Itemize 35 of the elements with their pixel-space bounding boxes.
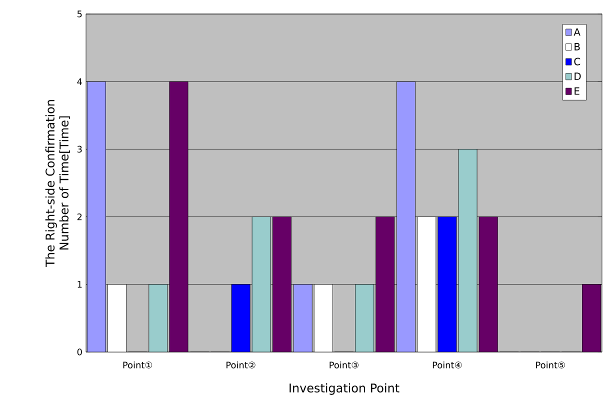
bar bbox=[293, 284, 312, 352]
y-tick-label: 5 bbox=[77, 10, 82, 18]
legend-label: D bbox=[574, 72, 581, 80]
legend-label: A bbox=[574, 28, 580, 36]
x-tick-label: Point③ bbox=[330, 361, 358, 368]
y-tick-label: 2 bbox=[77, 213, 82, 220]
y-tick-label: 4 bbox=[77, 78, 82, 85]
bar bbox=[169, 81, 188, 352]
bar bbox=[478, 216, 498, 352]
legend-label: E bbox=[574, 87, 580, 95]
bar bbox=[376, 216, 395, 352]
x-tick-label: Point⑤ bbox=[536, 361, 565, 368]
x-tick-label: Point① bbox=[123, 361, 152, 368]
legend-label: B bbox=[574, 43, 580, 50]
y-tick-label: 0 bbox=[77, 348, 82, 356]
legend-label: C bbox=[574, 58, 580, 66]
bar bbox=[458, 149, 478, 352]
bar bbox=[355, 284, 374, 352]
bar bbox=[86, 81, 106, 352]
bar bbox=[314, 284, 333, 352]
bar bbox=[438, 216, 457, 352]
bar bbox=[231, 284, 250, 352]
x-tick-label: Point④ bbox=[432, 361, 462, 368]
bar bbox=[396, 81, 416, 352]
bar bbox=[148, 284, 168, 352]
bar bbox=[417, 216, 436, 352]
y-tick-label: 3 bbox=[77, 146, 82, 153]
bar bbox=[582, 284, 602, 352]
x-axis-title: Investigation Point bbox=[290, 383, 400, 395]
bar bbox=[108, 284, 127, 352]
y-tick-label: 1 bbox=[78, 281, 82, 288]
y-axis-title: The Right-side Confirmation Number of Time[Time] bbox=[45, 100, 70, 267]
bar bbox=[272, 216, 292, 352]
bar bbox=[252, 216, 271, 352]
x-tick-label: Point② bbox=[226, 361, 256, 368]
